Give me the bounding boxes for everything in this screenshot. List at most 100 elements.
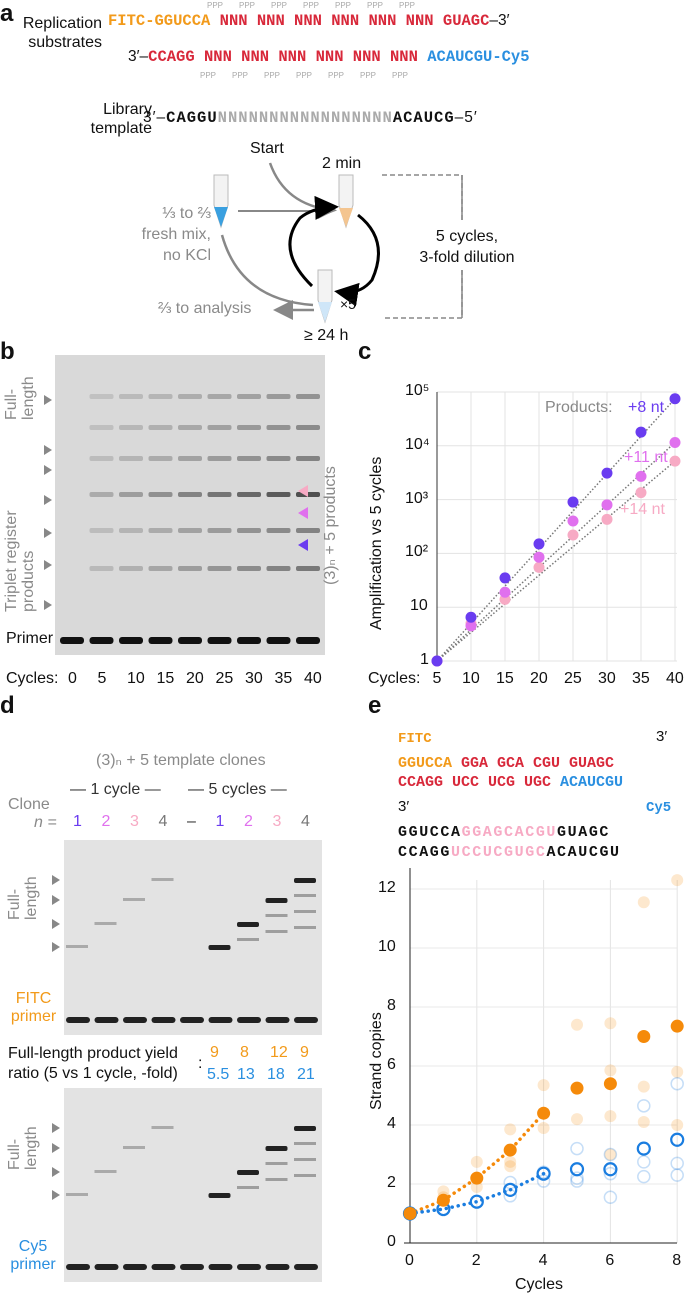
- product-band: [266, 566, 291, 571]
- band-arrow: [44, 495, 52, 505]
- product-band: [237, 492, 261, 497]
- triphosphate-tag: PPP: [367, 1, 383, 10]
- c-ytick: 10⁵: [405, 382, 430, 399]
- data-point: [669, 455, 681, 467]
- cy5-ratio: 18: [267, 1066, 285, 1083]
- replicate-point: [603, 1190, 618, 1205]
- e-ytick: 10: [378, 938, 396, 955]
- lane-label: 1: [73, 813, 82, 830]
- product-band: [296, 394, 320, 399]
- cycle-tick-35: 35: [274, 670, 293, 687]
- scheme-analysis: ⅔ to analysis: [158, 300, 252, 317]
- panel-b-label: b: [0, 338, 15, 365]
- minor-band: [237, 938, 259, 941]
- product-band: [89, 492, 114, 497]
- c-xtick: 25: [564, 670, 582, 687]
- replicate-point: [604, 1110, 617, 1123]
- product-band: [178, 456, 202, 461]
- replicate-point: [504, 1123, 517, 1136]
- data-point: [567, 529, 579, 541]
- full-length-band: [208, 1193, 231, 1198]
- data-point: [635, 426, 647, 438]
- e-xtick: 6: [605, 1252, 615, 1269]
- band-arrow: [44, 445, 52, 455]
- minor-band: [294, 910, 316, 913]
- primer-band: [66, 1264, 90, 1270]
- d-n-label: n =: [34, 814, 57, 831]
- product-band: [89, 528, 114, 533]
- full-length-band: [123, 1146, 145, 1149]
- data-point: [431, 655, 443, 667]
- d-fitc-primer: FITC primer: [10, 990, 57, 1025]
- replicate-point: [670, 1168, 684, 1182]
- ratio-colon: :: [198, 1055, 203, 1072]
- triphosphate-tag: PPP: [328, 71, 344, 80]
- primer-band: [180, 1017, 204, 1023]
- panel-e-label: e: [368, 692, 382, 719]
- replicate-point: [637, 1099, 651, 1113]
- e-seq1: GGUCCAGGAGCACGUGUAGC: [398, 824, 611, 841]
- cycle-tick-40: 40: [304, 670, 322, 687]
- gels-d: [52, 840, 322, 1282]
- minor-band: [294, 1142, 316, 1145]
- primer-label: Primer: [6, 630, 54, 647]
- data-point: [670, 1019, 684, 1033]
- primer-band: [294, 1264, 318, 1270]
- gel-background: [55, 355, 325, 655]
- band-arrow: [44, 465, 52, 475]
- lane-label: –: [187, 813, 196, 830]
- data-point: [533, 538, 545, 550]
- library-template: 3′–CAGGUNNNNNNNNNNNNNNNNNACAUCG–5′: [143, 109, 478, 127]
- primer-band: [123, 1264, 147, 1270]
- cycle-tick-30: 30: [245, 670, 263, 687]
- data-point: [635, 487, 647, 499]
- primer-band: [265, 1264, 290, 1270]
- cycle-tick-5: 5: [97, 670, 107, 687]
- band-arrow: [52, 1143, 60, 1153]
- product-band: [296, 425, 320, 430]
- substrate-fitc-strand: FITC-GGUCCA NNN NNN NNN NNN NNN NNN GUAG…: [108, 12, 510, 30]
- e-xtick: 0: [405, 1252, 414, 1269]
- scheme-start: Start: [250, 140, 284, 157]
- e-seq2: CCAGGUCCUCGUGCACAUCGU: [398, 844, 621, 861]
- c-xtick: 35: [632, 670, 650, 687]
- c-ytick: 10⁴: [405, 435, 430, 453]
- replicate-point: [671, 1065, 684, 1078]
- data-point: [670, 1132, 685, 1147]
- tube-fresh-mix: [213, 174, 229, 229]
- primer-band: [208, 1264, 233, 1270]
- data-point: [436, 1193, 450, 1207]
- primer-band: [296, 637, 320, 644]
- data-point: [503, 1143, 517, 1157]
- data-point: [537, 1106, 551, 1120]
- product-band: [237, 425, 261, 430]
- data-point: [567, 496, 579, 508]
- lane-label: 2: [244, 813, 253, 830]
- product-band: [148, 566, 173, 571]
- data-point: [470, 1171, 484, 1185]
- full-length-band: [123, 898, 145, 901]
- full-length-band: [94, 922, 117, 925]
- band-arrow: [52, 895, 60, 905]
- cy5-ratio: 13: [237, 1066, 255, 1083]
- full-length-band: [208, 945, 231, 950]
- product-band: [119, 566, 143, 571]
- full-length-band: [66, 945, 88, 948]
- panel-c-label: c: [358, 338, 372, 365]
- gel-background: [64, 840, 322, 1035]
- product-band: [266, 528, 291, 533]
- d-title: (3)ₙ + 5 template clones: [96, 752, 266, 769]
- fit-line: [436, 398, 676, 662]
- c-xtick: 10: [462, 670, 480, 687]
- band-arrow: [52, 919, 60, 929]
- replicate-point: [470, 1180, 483, 1193]
- data-point: [567, 515, 579, 527]
- gel-b: [44, 355, 325, 655]
- band-arrow: [52, 942, 60, 952]
- product-band: [237, 394, 261, 399]
- data-point: [603, 1077, 617, 1091]
- d-cy5-primer: Cy5 primer: [10, 1238, 56, 1273]
- minor-band: [265, 930, 288, 933]
- full-length-band: [151, 878, 174, 881]
- e-ytick: 0: [387, 1233, 396, 1250]
